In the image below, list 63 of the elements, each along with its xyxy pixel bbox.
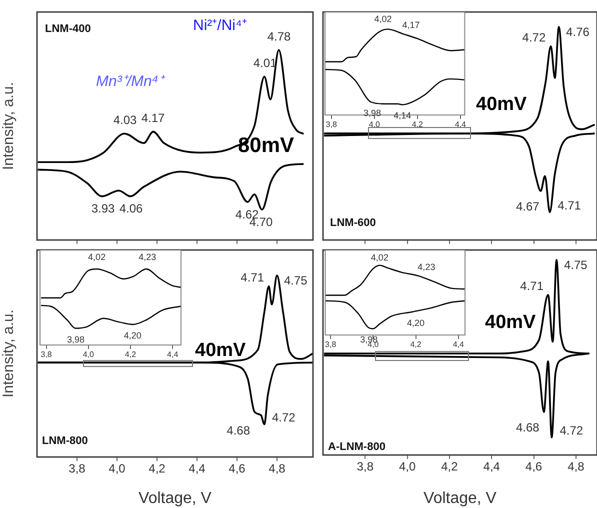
x-tick-label: 3,8: [40, 350, 52, 360]
x-tick-label: 4,6: [228, 462, 246, 476]
annotation: LNM-800: [42, 435, 88, 447]
annotation: 4,20: [407, 318, 425, 328]
x-tick-label: 4,2: [410, 340, 422, 350]
annotation: 4.75: [284, 274, 308, 288]
x-tick-label: 4,4: [167, 350, 179, 360]
annotation: LNM-600: [330, 217, 376, 229]
annotation: 3.93: [91, 202, 115, 216]
x-tick-label: 4,2: [148, 462, 166, 476]
annotation: 40mV: [195, 340, 246, 361]
x-tick-label: 4,4: [452, 340, 465, 350]
x-tick-label: 3,8: [326, 120, 338, 130]
annotation: 4,23: [418, 262, 436, 272]
annotation: 4.75: [564, 258, 588, 272]
annotation: 4.72: [560, 424, 584, 438]
annotation: 4.72: [522, 30, 546, 44]
x-tick-label: 4,8: [568, 460, 585, 474]
annotation: 4,20: [124, 330, 142, 340]
annotation: Mn³⁺/Mn⁴⁺: [96, 73, 166, 90]
annotation: 4.03: [113, 112, 137, 127]
annotation: 4.71: [240, 270, 264, 285]
x-axis-title: Voltage, V: [138, 490, 212, 507]
x-tick-label: 4,2: [124, 350, 137, 360]
x-tick-label: 4,4: [188, 462, 206, 476]
annotation: 40mV: [476, 94, 528, 115]
annotation: 3,98: [67, 334, 85, 344]
annotation: 4,23: [138, 252, 156, 262]
x-tick-label: 4,4: [483, 460, 500, 474]
annotation: 4.06: [119, 202, 143, 216]
annotation: 4.72: [272, 410, 296, 425]
x-tick-label: 4,0: [82, 350, 95, 360]
x-tick-label: 3,8: [356, 460, 374, 474]
annotation: 4.68: [516, 420, 540, 434]
annotation: 80mV: [238, 134, 294, 157]
y-axis-title: Intensity, a.u.: [0, 82, 18, 170]
annotation: 4.68: [226, 424, 250, 438]
x-tick-label: 4,2: [412, 120, 424, 130]
annotation: 4.76: [566, 25, 590, 40]
x-tick-label: 4,0: [108, 462, 126, 476]
annotation: 4.17: [141, 111, 165, 126]
x-axis-title: Voltage, V: [424, 490, 497, 507]
x-tick-label: 4,8: [268, 462, 286, 476]
y-axis-title: Intensity, a.u.: [0, 309, 18, 398]
annotation: 4.71: [558, 198, 582, 213]
x-tick-label: 3,8: [325, 340, 337, 350]
annotation: 4.78: [267, 29, 291, 44]
x-tick-label: 4,6: [525, 460, 542, 474]
x-tick-label: 4,2: [441, 460, 458, 474]
annotation: 4,17: [402, 20, 420, 30]
x-tick-label: 3,8: [68, 462, 86, 476]
annotation: 4,02: [370, 252, 388, 262]
annotation: 4,02: [374, 14, 392, 24]
annotation: 4,02: [88, 252, 106, 262]
annotation: A-LNM-800: [328, 441, 386, 453]
annotation: 4.71: [520, 279, 544, 294]
annotation: 4.67: [516, 199, 540, 214]
x-tick-label: 4,4: [454, 120, 467, 130]
x-tick-label: 4,0: [368, 120, 381, 130]
annotation: 40mV: [485, 312, 536, 333]
text: Ni²⁺/Ni⁴⁺: [193, 17, 247, 34]
text: LNM-400: [45, 23, 91, 35]
x-tick-label: 4,0: [398, 460, 416, 474]
